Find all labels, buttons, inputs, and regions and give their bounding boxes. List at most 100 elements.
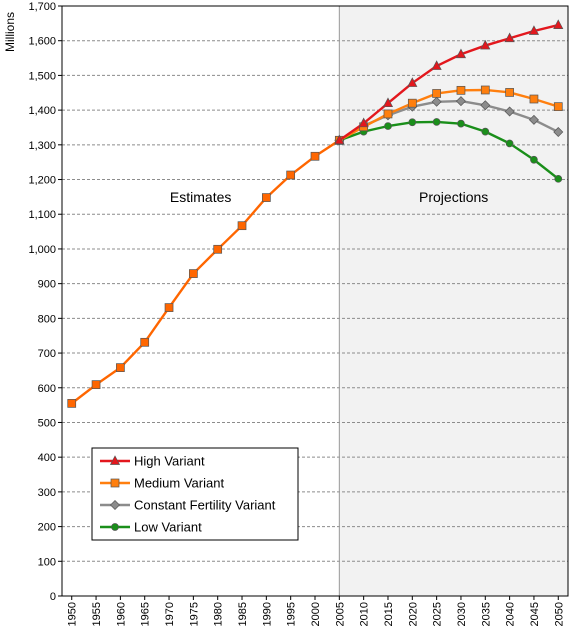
legend-label: Low Variant [134,520,202,535]
x-tick-label: 2040 [505,602,517,626]
constant-fertility-variant-point [455,96,466,107]
high-variant-point [334,134,345,145]
estimates-point [261,193,271,202]
estimates-point [116,363,125,372]
x-tick-label: 1975 [188,602,200,626]
y-axis-title: Millions [3,12,17,52]
medium-variant-point [383,109,393,119]
medium-variant-point [407,98,417,108]
estimates-point [310,151,320,161]
x-tick-label: 2015 [383,602,395,626]
estimates-point [67,399,77,408]
legend-item-high-variant: High Variant [100,454,205,469]
high-variant-point [480,39,491,50]
medium-variant-point [529,94,539,104]
y-tick-label: 200 [38,522,56,534]
low-variant-point [408,118,417,127]
legend-swatch-marker [109,455,121,465]
high-variant-point [407,77,418,87]
gridlines [62,40,568,562]
high-variant-line [338,23,559,142]
low-variant-point [457,119,465,128]
legend-label: Medium Variant [134,476,224,491]
y-tick-label: 600 [38,383,56,395]
y-tick-label: 700 [38,348,56,360]
high-variant-point [553,19,564,29]
low-variant-point [530,155,538,164]
x-tick-label: 1950 [67,602,79,626]
constant-fertility-variant-point [480,100,491,111]
legend-label: High Variant [134,454,205,469]
high-variant-point [528,25,540,35]
y-tick-label: 100 [38,556,56,568]
high-variant-point [358,117,369,128]
low-variant-point [384,122,392,130]
series-high-variant [334,19,564,145]
medium-variant-point [553,102,563,111]
y-tick-label: 900 [38,279,56,291]
medium-variant-point [456,85,466,95]
legend-box [91,447,299,541]
estimates-point [91,380,101,389]
constant-fertility-variant-point [504,106,515,117]
estimates-point [237,221,247,231]
x-tick-label: 1985 [237,602,249,626]
constant-fertility-variant-point [431,96,442,107]
y-tick-label: 1,400 [28,105,56,117]
legend-swatch-marker [110,500,120,510]
x-tick-label: 1995 [286,602,298,626]
x-tick-label: 2025 [432,602,444,626]
legend-swatch-marker [110,478,120,488]
constant-fertility-variant-point [528,114,539,125]
medium-variant-point [480,85,490,95]
x-tick-label: 1955 [91,602,103,626]
legend-swatch-marker [111,523,119,531]
series-layer [67,19,564,408]
low-variant-point [505,139,514,148]
legend-item-low-variant: Low Variant [100,520,202,535]
estimates-point [189,269,198,278]
medium-variant-point [432,89,441,98]
y-tick-label: 500 [38,417,56,429]
projections-label: Projections [419,189,488,205]
y-tick-label: 1,300 [28,140,56,152]
x-tick-label: 1970 [164,602,176,626]
y-tick-label: 1,100 [28,209,56,221]
low-variant-point [481,127,490,136]
y-tick-label: 1,600 [28,36,56,48]
x-tick-label: 2035 [480,602,492,626]
low-variant-point [554,174,563,183]
x-tick-label: 2005 [334,602,346,626]
y-tick-label: 300 [38,487,56,499]
y-tick-label: 1,700 [28,1,56,13]
high-variant-point [431,60,442,70]
estimates-label: Estimates [170,189,231,205]
legend: High Variant Medium Variant Constant Ferti… [91,447,299,541]
x-tick-label: 2050 [553,602,565,626]
y-tick-label: 400 [38,452,56,464]
legend-item-medium-variant: Medium Variant [100,476,224,491]
x-tick-label: 1980 [213,602,225,626]
estimates-point [164,303,174,312]
x-axis: 1950 1955 1960 1965 1970 1975 1980 1985 1990 1995… [67,596,565,626]
projections-region [339,6,568,596]
legend-item-constant-fertility-variant: Constant Fertility Variant [100,498,276,513]
estimates-point [286,170,296,180]
legend-label: Constant Fertility Variant [134,498,276,513]
high-variant-point [382,97,394,108]
estimates-point [213,244,223,254]
low-variant-line [338,120,560,180]
x-tick-label: 2030 [456,602,468,626]
y-tick-label: 800 [38,313,56,325]
x-tick-label: 2000 [310,602,322,626]
x-tick-label: 1960 [115,602,127,626]
medium-variant-line [338,88,559,142]
y-tick-label: 1,000 [28,244,56,256]
medium-variant-point [505,88,514,97]
x-tick-label: 1990 [261,602,273,626]
constant-fertility-variant-point [553,126,564,137]
y-tick-label: 1,200 [28,175,56,187]
low-variant-point [432,118,441,126]
x-tick-label: 1965 [140,602,152,626]
high-variant-point [504,32,515,43]
